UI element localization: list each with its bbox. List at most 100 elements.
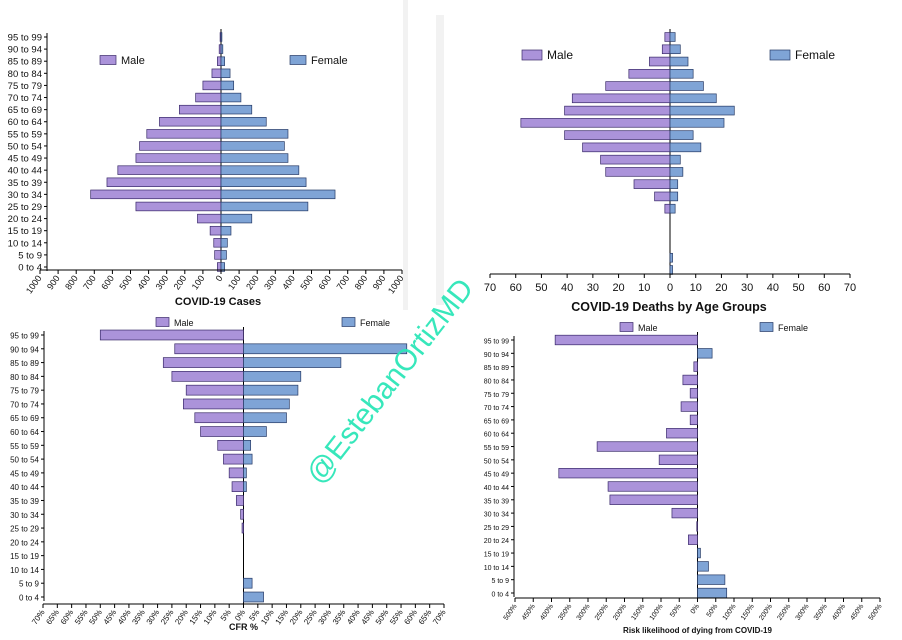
risk-bar-male (680, 401, 698, 412)
cfr-legend-male-label: Male (174, 318, 194, 328)
risk-bar-male (658, 454, 698, 465)
cfr-legend-female-label: Female (360, 318, 390, 328)
cfr-bar-male (183, 398, 244, 410)
risk-bar-male (596, 441, 698, 452)
cfr-x-tick-label: 60% (59, 608, 76, 626)
cfr-category-label: 30 to 34 (10, 511, 39, 520)
cfr-category-label: 10 to 14 (10, 566, 39, 575)
risk-bar-male (689, 414, 698, 426)
deaths-bar-female (669, 265, 673, 275)
cases-legend-female-swatch (289, 55, 307, 65)
cases-x-tick-label: 300 (154, 273, 171, 291)
background-artifact-1 (403, 0, 408, 310)
risk-category-label: 95 to 99 (484, 339, 509, 346)
risk-x-tick-label: 350% (813, 603, 829, 622)
cfr-x-tick-label: 35% (130, 608, 147, 626)
cases-title: COVID-19 Cases (175, 296, 261, 308)
risk-category-label: 50 to 54 (484, 458, 509, 465)
cfr-x-tick-label: 60% (402, 608, 419, 626)
cases-category-label: 15 to 19 (8, 226, 42, 237)
cases-bar-male (213, 238, 222, 248)
cases-bar-male (146, 129, 222, 139)
cfr-bar-male (194, 412, 244, 424)
deaths-x-tick-label: 70 (844, 282, 856, 294)
cases-category-label: 45 to 49 (8, 154, 42, 165)
deaths-bar-female (669, 44, 681, 55)
deaths-x-tick-label: 30 (587, 282, 599, 294)
cases-bar-male (117, 165, 222, 175)
cases-x-tick-label: 300 (262, 273, 279, 291)
deaths-bar-female (669, 32, 676, 42)
cases-x-tick-label: 700 (81, 273, 98, 291)
deaths-bar-male (661, 44, 671, 55)
cases-x-tick-label: 100 (226, 273, 243, 291)
cases-category-label: 50 to 54 (8, 141, 42, 152)
cfr-bar-male (231, 481, 244, 492)
risk-x-tick-label: 450% (849, 603, 865, 622)
deaths-bar-female (669, 203, 676, 214)
deaths-x-tick-label: 40 (767, 282, 779, 294)
cfr-x-tick-label: 50% (374, 608, 391, 626)
deaths-x-tick-label: 0 (667, 282, 673, 294)
cfr-category-label: 5 to 9 (19, 580, 40, 589)
cases-bar-female (220, 153, 289, 163)
cfr-category-label: 95 to 99 (10, 332, 39, 341)
deaths-x-tick-label: 10 (690, 282, 702, 294)
cases-category-label: 40 to 44 (8, 166, 42, 177)
risk-category-label: 30 to 34 (484, 512, 509, 519)
deaths-bar-male (654, 191, 671, 202)
risk-bar-male (554, 334, 698, 346)
cases-category-label: 0 to 4 (18, 263, 42, 274)
risk-bar-male (696, 521, 698, 532)
cases-x-tick-label: 1000 (386, 273, 406, 295)
risk-x-tick-label: 250% (776, 603, 792, 622)
cfr-category-label: 70 to 74 (10, 400, 39, 409)
deaths-x-tick-label: 50 (792, 282, 804, 294)
cases-x-tick-label: 600 (99, 273, 116, 291)
cases-x-tick-label: 100 (190, 273, 207, 291)
cases-legend-male-label: Male (121, 55, 145, 67)
cases-bar-female (220, 225, 232, 236)
cfr-x-tick-label: 10% (259, 608, 276, 626)
risk-category-label: 40 to 44 (484, 485, 509, 492)
cases-x-tick-label: 900 (371, 273, 388, 291)
deaths-bar-male (600, 154, 671, 165)
cases-bar-female (220, 250, 227, 260)
cfr-bar-female (243, 426, 267, 437)
cases-x-tick-label: 800 (63, 273, 80, 291)
cases-bar-female (220, 189, 336, 200)
risk-category-label: 70 to 74 (484, 405, 509, 412)
risk-category-label: 5 to 9 (491, 578, 509, 585)
cfr-x-tick-label: 55% (388, 608, 405, 626)
cases-x-tick-label: 800 (353, 273, 370, 291)
cases-category-label: 35 to 39 (8, 178, 42, 189)
cfr-x-tick-label: 65% (44, 608, 61, 626)
cases-bar-male (135, 201, 222, 212)
cfr-category-label: 45 to 49 (10, 469, 39, 478)
risk-category-label: 90 to 94 (484, 352, 509, 359)
cfr-bar-female (243, 453, 253, 465)
cfr-x-tick-label: 55% (73, 608, 90, 626)
risk-category-label: 45 to 49 (484, 472, 509, 479)
cases-bar-female (220, 80, 235, 91)
cfr-bar-male (240, 508, 244, 520)
risk-bar-male (607, 481, 698, 492)
risk-bar-male (688, 534, 698, 545)
cfr-bar-male (223, 453, 244, 465)
cfr-category-label: 15 to 19 (10, 552, 39, 561)
deaths-bar-female (669, 81, 704, 91)
risk-category-label: 0 to 4 (491, 592, 509, 599)
cfr-x-tick-label: 25% (302, 608, 319, 626)
cases-bar-male (214, 250, 222, 260)
cases-bar-female (220, 44, 224, 54)
deaths-x-tick-label: 20 (612, 282, 624, 294)
cfr-x-tick-label: 15% (188, 608, 205, 626)
deaths-x-tick-label: 20 (715, 282, 727, 294)
deaths-bar-female (669, 105, 735, 116)
cfr-bar-male (171, 371, 244, 382)
cases-category-label: 10 to 14 (8, 238, 42, 249)
risk-category-label: 20 to 24 (484, 538, 509, 545)
cases-bar-female (220, 68, 231, 79)
deaths-legend-female-label: Female (795, 48, 835, 62)
